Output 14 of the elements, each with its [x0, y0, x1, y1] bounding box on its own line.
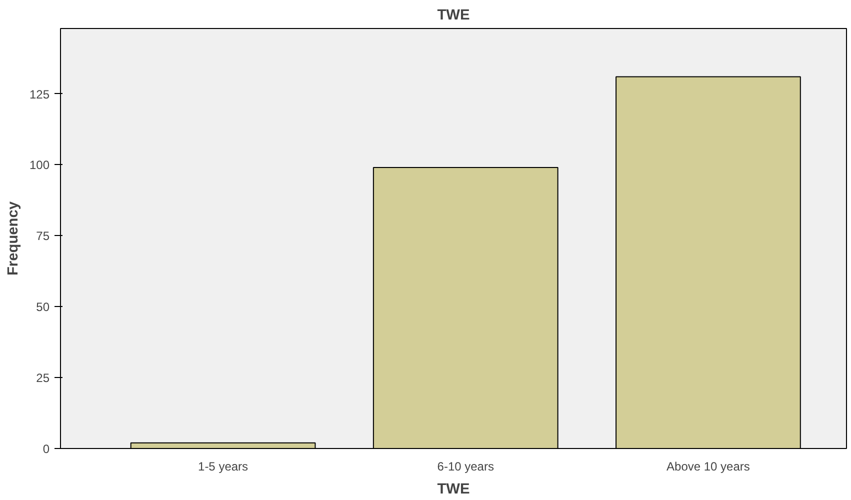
chart-title: TWE [437, 8, 470, 24]
y-tick-label: 75 [36, 229, 50, 244]
bar [616, 76, 801, 448]
x-tick-label: 6-10 years [437, 460, 494, 474]
y-tick-label: 50 [36, 300, 50, 314]
y-axis-title: Frequency [5, 200, 22, 276]
x-tick-label: Above 10 years [666, 460, 750, 474]
y-tick-label: 0 [42, 442, 50, 456]
bar [372, 167, 558, 448]
x-axis-title: TWE [437, 482, 470, 498]
x-tick-label: 1-5 years [198, 460, 248, 474]
y-tick-label: 100 [29, 158, 50, 172]
y-tick-label: 25 [36, 371, 50, 386]
y-tick-label: 125 [29, 87, 50, 102]
